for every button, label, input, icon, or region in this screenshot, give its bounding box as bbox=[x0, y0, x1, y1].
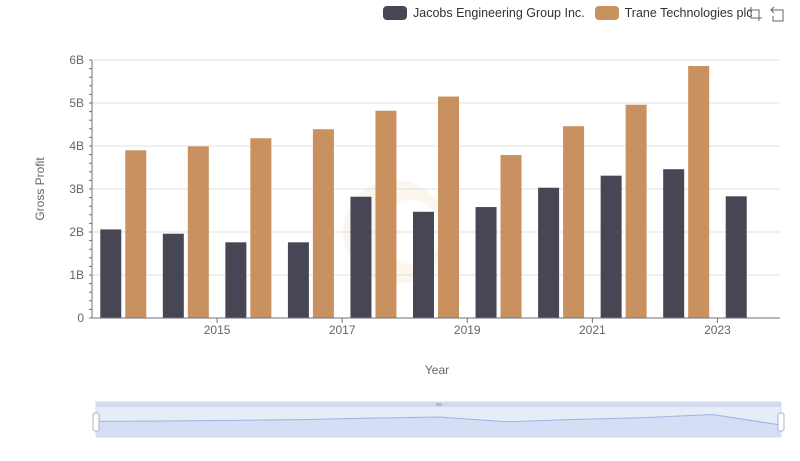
zoom-icon[interactable] bbox=[747, 6, 763, 22]
bar-jacobs-2016 bbox=[225, 242, 247, 318]
bar-jacobs-2020 bbox=[475, 207, 497, 318]
bar-jacobs-2018 bbox=[350, 196, 372, 318]
y-tick-label: 4B bbox=[69, 139, 84, 153]
toolbox bbox=[747, 6, 791, 22]
bar-jacobs-2017 bbox=[287, 242, 309, 318]
bars bbox=[100, 66, 747, 319]
restore-icon[interactable] bbox=[769, 6, 785, 22]
bar-jacobs-2023 bbox=[663, 169, 685, 318]
bar-trane-2020 bbox=[500, 155, 522, 318]
x-tick-label: 2021 bbox=[579, 323, 606, 337]
bar-jacobs-2021 bbox=[538, 187, 560, 318]
bar-trane-2015 bbox=[187, 146, 209, 318]
legend-swatch-trane bbox=[594, 6, 619, 20]
bar-jacobs-2014 bbox=[100, 229, 122, 318]
bar-trane-2023 bbox=[688, 66, 710, 319]
y-axis: 0 1B 2B 3B 4B 5B 6B bbox=[69, 53, 93, 325]
bar-jacobs-2015 bbox=[162, 233, 184, 318]
legend: Jacobs Engineering Group Inc. Trane Tech… bbox=[383, 4, 763, 22]
bar-trane-2021 bbox=[563, 126, 585, 318]
x-tick-label: 2015 bbox=[204, 323, 231, 337]
data-zoom-slider[interactable] bbox=[92, 401, 785, 438]
y-axis-title: Gross Profit bbox=[33, 157, 47, 221]
bar-jacobs-2019 bbox=[413, 211, 434, 318]
legend-label-trane: Trane Technologies plc bbox=[624, 6, 753, 20]
zoom-handle-left[interactable] bbox=[92, 412, 100, 432]
legend-swatch-jacobs bbox=[383, 6, 407, 20]
bar-trane-2016 bbox=[250, 138, 272, 318]
bar-trane-2022 bbox=[625, 104, 647, 318]
bar-jacobs-2022 bbox=[600, 175, 622, 318]
legend-item-jacobs[interactable]: Jacobs Engineering Group Inc. bbox=[383, 6, 585, 20]
y-tick-label: 1B bbox=[69, 268, 84, 282]
y-tick-label: 2B bbox=[69, 225, 84, 239]
bar-jacobs-2024 bbox=[725, 196, 747, 318]
y-tick-label: 3B bbox=[69, 182, 84, 196]
bar-trane-2014 bbox=[125, 150, 147, 318]
zoom-handle-right[interactable] bbox=[777, 412, 785, 432]
x-tick-label: 2023 bbox=[704, 323, 731, 337]
zoom-preview-line bbox=[95, 413, 782, 426]
bar-trane-2019 bbox=[438, 96, 459, 318]
bar-trane-2017 bbox=[312, 129, 334, 318]
x-axis-title: Year bbox=[425, 363, 449, 377]
bar-trane-2018 bbox=[375, 110, 397, 319]
zoom-drag-grip[interactable] bbox=[436, 403, 442, 406]
y-tick-label: 5B bbox=[69, 96, 84, 110]
y-tick-label: 6B bbox=[69, 53, 84, 67]
y-tick-label: 0 bbox=[77, 311, 84, 325]
legend-label-jacobs: Jacobs Engineering Group Inc. bbox=[413, 6, 585, 20]
legend-item-trane[interactable]: Trane Technologies plc bbox=[594, 6, 753, 20]
x-axis: 2015 2017 2019 2021 2023 bbox=[92, 317, 780, 337]
x-tick-label: 2019 bbox=[454, 323, 481, 337]
x-tick-label: 2017 bbox=[329, 323, 356, 337]
